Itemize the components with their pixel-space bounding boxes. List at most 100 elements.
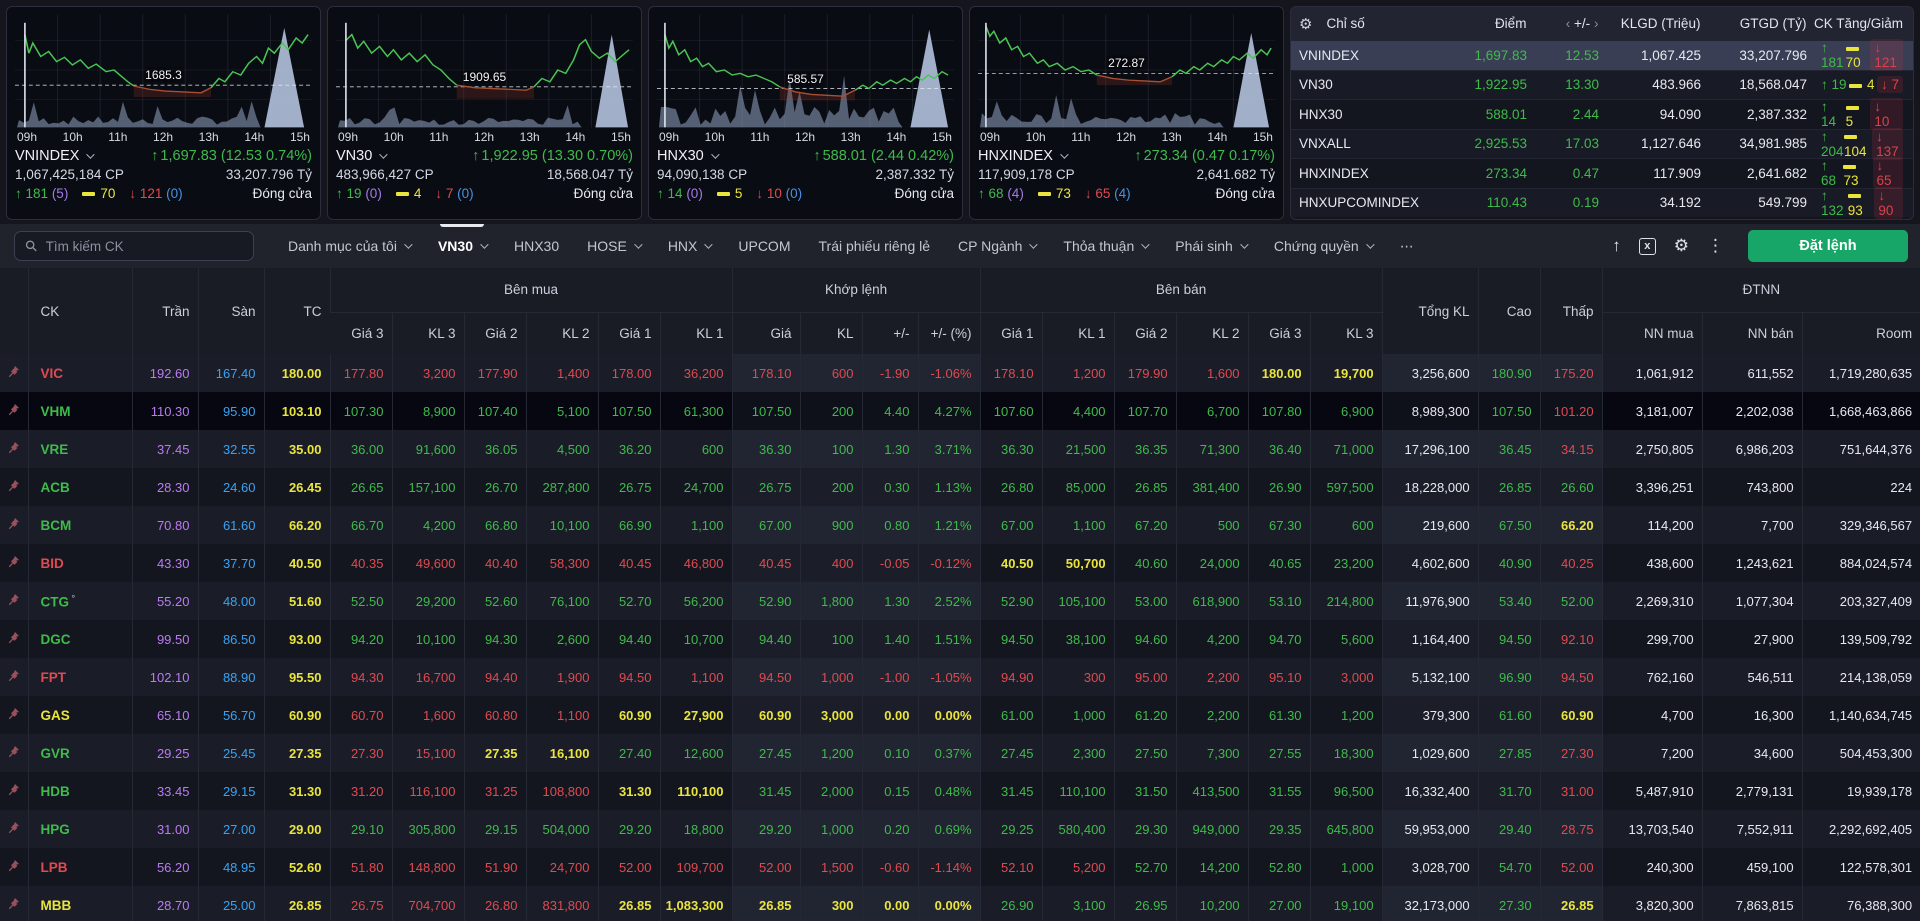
cell-bid-vol3[interactable]: 16,700: [391, 658, 464, 696]
ticker-GAS[interactable]: GAS: [27, 696, 132, 734]
cell-bid-vol1[interactable]: 1,100: [659, 506, 733, 544]
cell-ask-price3[interactable]: 36.40: [1247, 430, 1311, 468]
upload-icon[interactable]: ↑: [1612, 236, 1621, 255]
tab-chứng-quyền[interactable]: Chứng quyền: [1260, 224, 1386, 268]
pin-cell[interactable]: [0, 392, 28, 430]
cell-bid-vol1[interactable]: 1,083,300: [659, 886, 733, 921]
cell-bid-vol3[interactable]: 157,100: [391, 468, 464, 506]
col-match-change[interactable]: +/-: [861, 311, 919, 354]
pin-cell[interactable]: [0, 468, 28, 506]
col-floor[interactable]: Sàn: [197, 268, 264, 354]
cell-ask-vol2[interactable]: 14,200: [1175, 848, 1249, 886]
pin-cell[interactable]: [0, 810, 28, 848]
cell-ask-vol3[interactable]: 214,800: [1309, 582, 1383, 620]
ticker-HPG[interactable]: HPG: [27, 810, 132, 848]
cell-bid-price3[interactable]: 27.30: [329, 734, 392, 772]
cell-match-change[interactable]: 0.80: [861, 506, 919, 544]
pin-cell[interactable]: [0, 848, 28, 886]
cell-ask-vol2[interactable]: 7,300: [1175, 734, 1249, 772]
cell-match-change[interactable]: 0.15: [861, 772, 919, 810]
cell-bid-vol3[interactable]: 704,700: [391, 886, 464, 921]
cell-bid-vol1[interactable]: 10,700: [659, 620, 733, 658]
ticker-MBB[interactable]: MBB: [27, 886, 132, 921]
cell-ask-vol2[interactable]: 2,200: [1175, 658, 1249, 696]
cell-ask-vol2[interactable]: 10,200: [1175, 886, 1249, 921]
cell-match-change[interactable]: 1.40: [861, 620, 919, 658]
cell-bid-vol1[interactable]: 109,700: [659, 848, 733, 886]
cell-ask-vol2[interactable]: 24,000: [1175, 544, 1249, 582]
cell-ask-price2[interactable]: 94.60: [1113, 620, 1177, 658]
cell-bid-price3[interactable]: 94.20: [329, 620, 392, 658]
ticker-FPT[interactable]: FPT: [27, 658, 132, 696]
stock-row-BID[interactable]: BID 43.30 37.70 40.50 40.35 49,600 40.40 58,300…: [0, 544, 1920, 582]
cell-match-change[interactable]: -0.05: [861, 544, 919, 582]
cell-ask-vol1[interactable]: 5,200: [1041, 848, 1115, 886]
cell-match-volume[interactable]: 100: [799, 430, 863, 468]
chart-index-selector[interactable]: VN30: [336, 148, 388, 164]
cell-bid-vol1[interactable]: 56,200: [659, 582, 733, 620]
cell-ask-price1[interactable]: 26.90: [979, 886, 1043, 921]
cell-bid-vol1[interactable]: 600: [659, 430, 733, 468]
place-order-button[interactable]: Đặt lệnh: [1748, 230, 1908, 262]
stock-row-HDB[interactable]: HDB 33.45 29.15 31.30 31.20 116,100 31.25 108,8…: [0, 772, 1920, 810]
cell-match-change[interactable]: 1.30: [861, 582, 919, 620]
index-row-HNXINDEX[interactable]: HNXINDEX 273.34 0.47 117.909 2,641.682 ↑ 68 73…: [1291, 157, 1913, 190]
cell-ask-vol2[interactable]: 381,400: [1175, 468, 1249, 506]
excel-export-icon[interactable]: x: [1638, 237, 1656, 255]
cell-match-percent[interactable]: 0.37%: [917, 734, 981, 772]
cell-ask-vol1[interactable]: 105,100: [1041, 582, 1115, 620]
cell-bid-price3[interactable]: 31.20: [329, 772, 392, 810]
cell-bid-vol2[interactable]: 831,800: [525, 886, 598, 921]
cell-ask-price3[interactable]: 95.10: [1247, 658, 1311, 696]
pin-cell[interactable]: [0, 506, 28, 544]
col-foreign-sell[interactable]: NN bán: [1701, 311, 1803, 354]
cell-bid-vol2[interactable]: 287,800: [525, 468, 598, 506]
cell-ask-price1[interactable]: 29.25: [979, 810, 1043, 848]
col-bid-vol2[interactable]: KL 2: [525, 311, 598, 354]
cell-ask-vol1[interactable]: 580,400: [1041, 810, 1115, 848]
cell-ask-price2[interactable]: 95.00: [1113, 658, 1177, 696]
cell-match-percent[interactable]: 1.21%: [917, 506, 981, 544]
stock-row-VIC[interactable]: VIC 192.60 167.40 180.00 177.80 3,200 177.90 1,…: [0, 354, 1920, 392]
col-match-volume[interactable]: KL: [799, 311, 863, 354]
cell-match-change[interactable]: 0.30: [861, 468, 919, 506]
chart-index-selector[interactable]: HNXINDEX: [978, 148, 1069, 164]
cell-ask-price2[interactable]: 179.90: [1113, 354, 1177, 392]
cell-bid-vol3[interactable]: 10,100: [391, 620, 464, 658]
cell-match-volume[interactable]: 1,000: [799, 810, 863, 848]
cell-ask-price2[interactable]: 52.70: [1113, 848, 1177, 886]
cell-match-percent[interactable]: -0.12%: [917, 544, 981, 582]
cell-match-volume[interactable]: 1,800: [799, 582, 863, 620]
stock-row-VRE[interactable]: VRE 37.45 32.55 35.00 36.00 91,600 36.05 4,500 3…: [0, 430, 1920, 468]
cell-match-percent[interactable]: -1.05%: [917, 658, 981, 696]
stock-row-MBB[interactable]: MBB 28.70 25.00 26.85 26.75 704,700 26.80 831,8…: [0, 886, 1920, 921]
pin-cell[interactable]: [0, 886, 28, 921]
col-foreign-buy[interactable]: NN mua: [1601, 311, 1703, 354]
col-ask-price3[interactable]: Giá 3: [1247, 311, 1311, 354]
col-ticker[interactable]: CK: [27, 268, 132, 354]
stock-row-FPT[interactable]: FPT 102.10 88.90 95.50 94.30 16,700 94.40 1,900…: [0, 658, 1920, 696]
cell-bid-price2[interactable]: 52.60: [463, 582, 526, 620]
pin-cell[interactable]: [0, 734, 28, 772]
cell-match-price[interactable]: 94.50: [731, 658, 801, 696]
cell-ask-vol3[interactable]: 1,200: [1309, 696, 1383, 734]
cell-match-price[interactable]: 26.75: [731, 468, 801, 506]
cell-ask-vol2[interactable]: 6,700: [1175, 392, 1249, 430]
cell-bid-vol3[interactable]: 49,600: [391, 544, 464, 582]
stock-row-GVR[interactable]: GVR 29.25 25.45 27.35 27.30 15,100 27.35 16,100…: [0, 734, 1920, 772]
cell-ask-price1[interactable]: 94.50: [979, 620, 1043, 658]
cell-match-change[interactable]: 1.30: [861, 430, 919, 468]
cell-ask-price3[interactable]: 67.30: [1247, 506, 1311, 544]
cell-ask-price3[interactable]: 52.80: [1247, 848, 1311, 886]
cell-bid-vol3[interactable]: 1,600: [391, 696, 464, 734]
cell-match-price[interactable]: 60.90: [731, 696, 801, 734]
cell-bid-price3[interactable]: 26.65: [329, 468, 392, 506]
cell-ask-price2[interactable]: 31.50: [1113, 772, 1177, 810]
col-reference[interactable]: TC: [263, 268, 330, 354]
cell-match-price[interactable]: 29.20: [731, 810, 801, 848]
cell-bid-vol1[interactable]: 110,100: [659, 772, 733, 810]
cell-bid-vol1[interactable]: 12,600: [659, 734, 733, 772]
cell-bid-vol3[interactable]: 116,100: [391, 772, 464, 810]
cell-bid-vol3[interactable]: 15,100: [391, 734, 464, 772]
ticker-VIC[interactable]: VIC: [27, 354, 132, 392]
